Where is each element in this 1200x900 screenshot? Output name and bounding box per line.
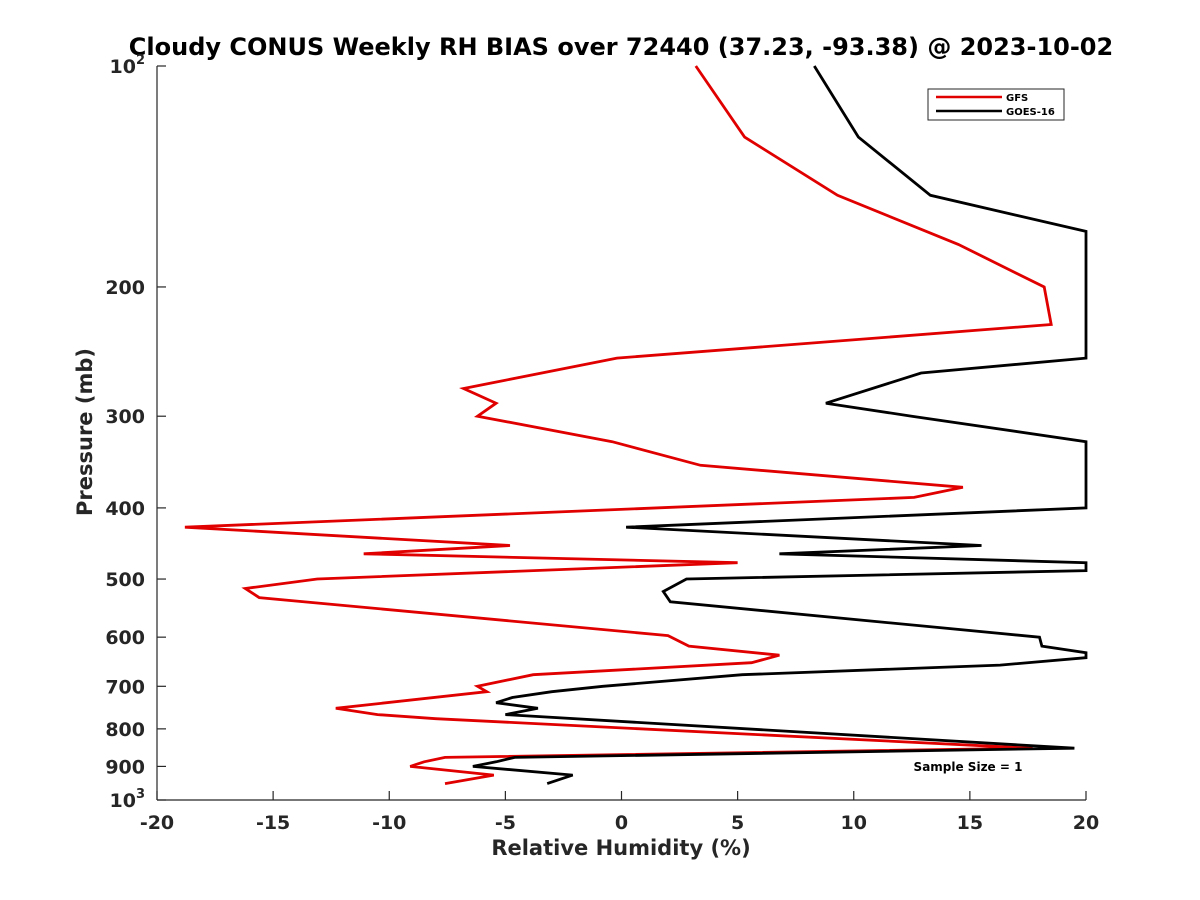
legend: GFS GOES-16	[927, 88, 1065, 121]
plot-area	[156, 66, 1086, 801]
y-tick-label: 300	[105, 406, 145, 428]
y-tick-label: 500	[105, 569, 145, 591]
legend-label-gfs: GFS	[1006, 93, 1028, 104]
legend-label-goes16: GOES-16	[1006, 107, 1055, 118]
series-layer	[184, 65, 1088, 785]
chart-title: Cloudy CONUS Weekly RH BIAS over 72440 (…	[129, 33, 1113, 61]
x-tick-label: 5	[731, 812, 744, 834]
y-axis: 102 200 300 400 500 600 700 800 900 103	[105, 53, 166, 812]
y-tick-label: 400	[105, 498, 145, 520]
y-tick-label: 200	[105, 277, 145, 299]
x-tick-label: 15	[957, 812, 983, 834]
x-tick-label: -20	[140, 812, 174, 834]
y-tick-label: 102	[110, 53, 146, 78]
x-tick-label: 0	[615, 812, 628, 834]
x-tick-label: 10	[841, 812, 867, 834]
y-tick-label: 900	[105, 756, 145, 778]
x-tick-label: 20	[1073, 812, 1099, 834]
legend-box	[927, 88, 1065, 121]
x-tick-label: -5	[495, 812, 516, 834]
x-axis: -20 -15 -10 -5 0 5 10 15 20	[140, 791, 1099, 834]
x-tick-label: -15	[256, 812, 290, 834]
y-tick-label: 700	[105, 676, 145, 698]
series-line-goes16	[472, 65, 1088, 785]
x-tick-label: -10	[372, 812, 406, 834]
y-tick-label: 600	[105, 627, 145, 649]
y-axis-label: Pressure (mb)	[73, 348, 97, 516]
series-line-gfs	[184, 65, 1053, 785]
sample-size-annotation: Sample Size = 1	[914, 760, 1023, 774]
x-axis-label: Relative Humidity (%)	[491, 836, 750, 860]
y-tick-label: 103	[110, 787, 146, 812]
y-tick-label: 800	[105, 719, 145, 741]
